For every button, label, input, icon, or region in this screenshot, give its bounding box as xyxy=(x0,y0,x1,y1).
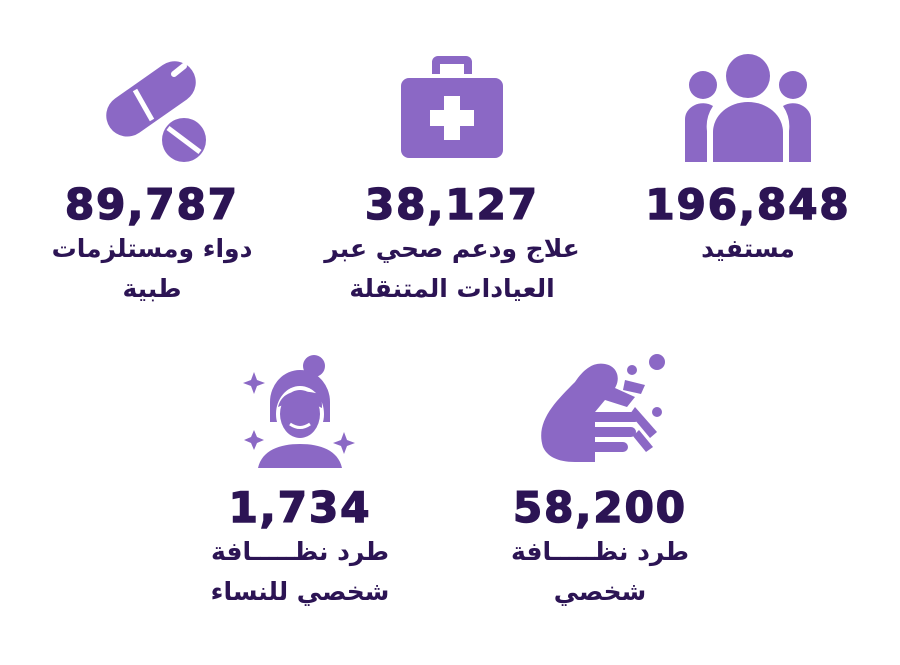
people-icon xyxy=(684,54,812,162)
woman-face-icon xyxy=(243,355,355,468)
stat-value: 196,848 xyxy=(645,180,851,230)
stat-value: 38,127 xyxy=(364,180,540,230)
stat-value: 89,787 xyxy=(64,180,240,230)
stat-label-line: طبية xyxy=(122,274,182,303)
stat-beneficiaries: 196,848 مستفيد xyxy=(608,52,888,269)
hand-washing-icon xyxy=(541,354,665,462)
stat-medicine: 89,787 دواء ومستلزمات طبية xyxy=(12,52,292,309)
stat-hygiene-kits: 58,200 طرد نظـــــافة شخصي xyxy=(460,352,740,612)
stat-label-line: علاج ودعم صحي عبر xyxy=(324,234,580,263)
stat-label-line: طرد نظـــــافة xyxy=(510,537,689,566)
stat-label-line: دواء ومستلزمات xyxy=(51,234,253,263)
stat-label-line: مستفيد xyxy=(701,234,795,263)
pills-icon xyxy=(106,61,206,162)
stat-women-hygiene-kits: 1,734 طرد نظـــــافة شخصي للنساء xyxy=(160,352,440,612)
stat-label-line: شخصي للنساء xyxy=(210,577,390,606)
first-aid-kit-icon xyxy=(401,56,503,158)
stat-value: 1,734 xyxy=(228,483,372,533)
stat-label-line: شخصي xyxy=(553,577,647,606)
stat-label-line: طرد نظـــــافة xyxy=(210,537,389,566)
stat-mobile-clinics: 38,127 علاج ودعم صحي عبر العيادات المتنق… xyxy=(312,52,592,309)
stat-value: 58,200 xyxy=(512,483,688,533)
stat-label-line: العيادات المتنقلة xyxy=(349,274,555,303)
